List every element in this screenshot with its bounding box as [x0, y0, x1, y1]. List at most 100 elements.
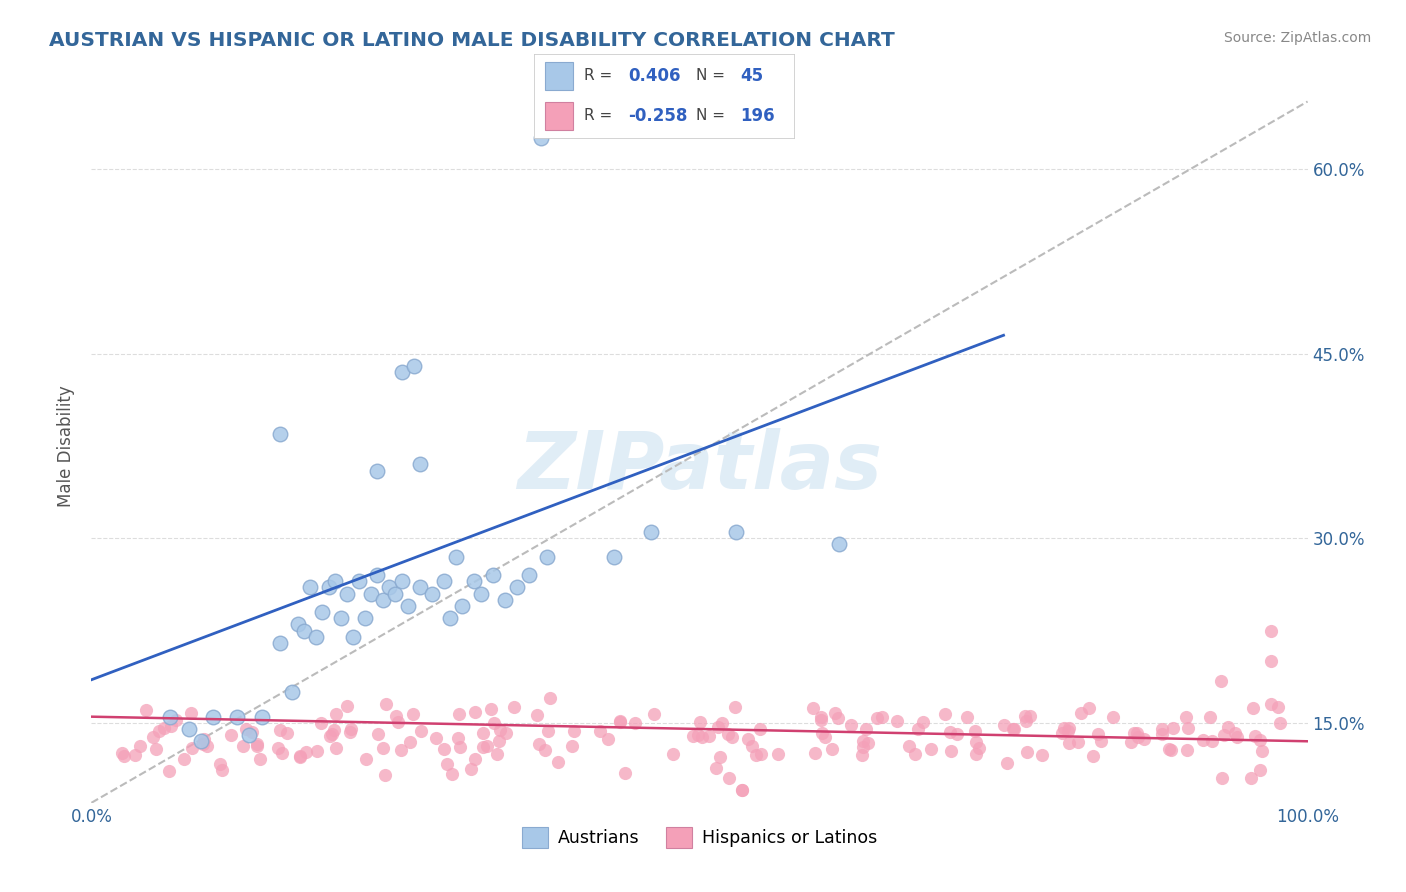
- Point: [803, 746, 825, 760]
- Point: [506, 581, 529, 595]
- Point: [451, 599, 474, 613]
- Point: [211, 764, 233, 778]
- Point: [866, 710, 889, 724]
- Point: [538, 690, 561, 705]
- Point: [1014, 714, 1036, 728]
- Point: [479, 701, 502, 715]
- Point: [366, 464, 388, 478]
- Point: [967, 741, 990, 756]
- Point: [561, 739, 583, 753]
- Point: [1083, 749, 1105, 764]
- Point: [517, 568, 540, 582]
- Point: [305, 630, 328, 644]
- Text: N =: N =: [696, 69, 724, 84]
- Point: [464, 705, 486, 719]
- Point: [1249, 732, 1271, 747]
- Point: [373, 592, 395, 607]
- Point: [749, 722, 772, 736]
- Point: [963, 724, 986, 739]
- Point: [481, 568, 503, 582]
- Point: [1126, 725, 1149, 739]
- Point: [533, 743, 555, 757]
- Point: [269, 636, 291, 650]
- Point: [856, 736, 879, 750]
- Point: [934, 706, 956, 721]
- Point: [209, 756, 232, 771]
- Point: [851, 747, 873, 762]
- Point: [624, 715, 647, 730]
- Point: [226, 709, 249, 723]
- Point: [1031, 747, 1053, 762]
- Point: [1102, 709, 1125, 723]
- Point: [440, 767, 463, 781]
- Point: [704, 761, 727, 775]
- Point: [731, 783, 754, 797]
- Point: [1150, 722, 1173, 736]
- Point: [232, 739, 254, 754]
- Point: [1260, 624, 1282, 638]
- Point: [271, 747, 294, 761]
- Point: [536, 549, 558, 564]
- Point: [153, 721, 176, 735]
- Point: [342, 630, 364, 644]
- Point: [464, 752, 486, 766]
- Point: [238, 728, 260, 742]
- Point: [1057, 724, 1080, 739]
- Point: [165, 713, 187, 727]
- Point: [870, 709, 893, 723]
- Point: [295, 745, 318, 759]
- Point: [1132, 732, 1154, 747]
- Point: [446, 731, 468, 746]
- Point: [1226, 730, 1249, 744]
- Point: [439, 611, 461, 625]
- Point: [444, 549, 467, 564]
- Point: [142, 730, 165, 744]
- Point: [993, 718, 1015, 732]
- Point: [609, 714, 631, 728]
- Point: [828, 537, 851, 551]
- Text: 45: 45: [740, 67, 763, 85]
- Point: [180, 706, 202, 720]
- Point: [318, 581, 340, 595]
- Point: [482, 716, 505, 731]
- Point: [267, 741, 290, 756]
- Point: [269, 426, 291, 441]
- Point: [354, 611, 377, 625]
- Point: [1119, 735, 1142, 749]
- Point: [1157, 741, 1180, 756]
- Point: [614, 766, 637, 780]
- Point: [475, 739, 498, 753]
- Point: [561, 119, 583, 133]
- Point: [391, 574, 413, 589]
- Point: [1126, 730, 1149, 744]
- Point: [1249, 763, 1271, 777]
- Point: [494, 592, 516, 607]
- Point: [737, 732, 759, 747]
- Point: [366, 568, 388, 582]
- Point: [202, 709, 225, 723]
- Point: [1241, 701, 1264, 715]
- Point: [449, 740, 471, 755]
- Point: [689, 715, 711, 730]
- Point: [463, 574, 485, 589]
- Point: [938, 725, 960, 739]
- Point: [1260, 698, 1282, 712]
- Point: [319, 729, 342, 743]
- Point: [1251, 744, 1274, 758]
- Point: [717, 727, 740, 741]
- Point: [111, 746, 134, 760]
- Point: [814, 730, 837, 744]
- Point: [855, 722, 877, 736]
- Point: [662, 747, 685, 761]
- Text: -0.258: -0.258: [628, 107, 688, 125]
- Point: [235, 722, 257, 736]
- Point: [810, 714, 832, 728]
- Point: [190, 734, 212, 748]
- Point: [385, 709, 408, 723]
- Point: [177, 722, 200, 736]
- Point: [396, 599, 419, 613]
- Point: [1002, 723, 1025, 737]
- Point: [939, 744, 962, 758]
- Point: [1211, 771, 1233, 785]
- Point: [433, 574, 456, 589]
